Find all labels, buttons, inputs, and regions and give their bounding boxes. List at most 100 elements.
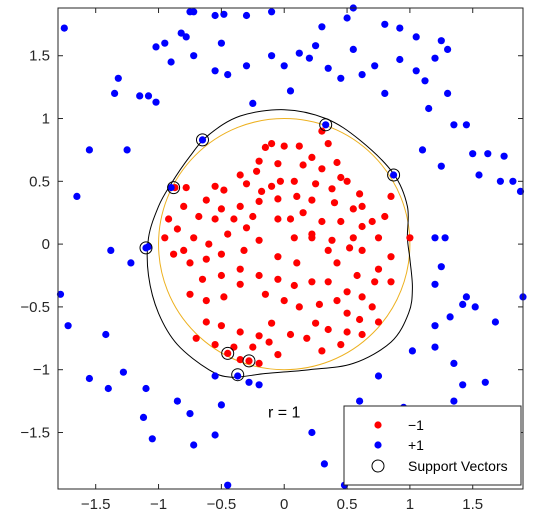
negative-point — [217, 271, 225, 280]
negative-point — [249, 343, 257, 351]
positive-point — [318, 23, 326, 31]
negative-point — [255, 197, 263, 205]
negative-point — [255, 332, 263, 340]
positive-point — [220, 10, 228, 18]
negative-point — [217, 322, 225, 330]
negative-point — [245, 357, 253, 365]
negative-point — [195, 212, 203, 221]
negative-point — [308, 230, 316, 238]
support-vectors-layer — [139, 118, 401, 382]
positive-point — [441, 234, 449, 242]
positive-point — [381, 20, 389, 28]
positive-point — [111, 89, 119, 97]
positive-point — [462, 121, 470, 129]
negative-point — [318, 165, 326, 173]
negative-point — [318, 347, 326, 355]
positive-point — [431, 280, 439, 288]
negative-point — [180, 246, 188, 254]
negative-point — [217, 205, 225, 213]
negative-point — [293, 259, 301, 267]
positive-point — [64, 322, 72, 330]
positive-point — [295, 49, 303, 57]
positive-point — [322, 121, 330, 129]
positive-point — [56, 290, 65, 298]
negative-point — [330, 199, 339, 207]
positive-point — [119, 368, 127, 376]
negative-point — [274, 253, 282, 261]
negative-point — [170, 250, 178, 258]
negative-point — [356, 190, 364, 198]
negative-point — [180, 202, 188, 210]
legend-pos-label: +1 — [408, 437, 424, 453]
positive-point — [190, 441, 198, 449]
y-tick-label: 1 — [42, 111, 50, 128]
negative-point — [276, 177, 284, 185]
ticks-layer: −1.5 −1 −0.5 0 0.5 1 1.5 −1.5 −1 −0.5 0 0.5 1 1.5 — [20, 8, 523, 513]
negative-point — [374, 318, 383, 326]
positive-point — [211, 372, 219, 380]
negative-point — [333, 158, 341, 167]
legend-pos-marker — [374, 441, 382, 449]
negative-point — [211, 215, 219, 223]
positive-point — [358, 71, 366, 79]
negative-point — [182, 184, 190, 192]
x-tick-label: 1 — [406, 496, 414, 513]
x-tick-label: −1 — [150, 496, 167, 513]
negative-point — [308, 278, 316, 286]
negative-point — [286, 330, 295, 339]
positive-point — [73, 192, 81, 200]
y-tick-label: −1.5 — [20, 424, 50, 441]
negative-point — [236, 356, 244, 364]
positive-point — [418, 146, 427, 154]
negative-point — [211, 341, 219, 349]
positive-point — [242, 62, 251, 70]
positive-point — [234, 372, 242, 380]
positive-point — [337, 74, 345, 82]
negative-point — [274, 215, 282, 223]
support-vector-ring — [242, 354, 256, 368]
negative-point — [324, 140, 332, 148]
positive-point — [421, 77, 429, 85]
negative-point — [358, 246, 366, 254]
negative-point — [255, 271, 263, 280]
negative-point — [236, 328, 244, 336]
legend-neg-label: −1 — [408, 417, 424, 433]
negative-point — [295, 303, 303, 311]
negative-point — [274, 275, 282, 283]
support-vector-ring — [139, 241, 153, 255]
positive-point — [104, 384, 112, 393]
positive-point — [60, 24, 68, 32]
positive-point — [211, 67, 219, 75]
support-vector-ring — [231, 368, 245, 382]
positive-point — [431, 234, 439, 242]
negative-point — [242, 224, 251, 232]
positive-point — [431, 322, 439, 330]
positive-point — [268, 52, 276, 60]
positive-point — [356, 397, 364, 405]
negative-point — [343, 309, 351, 317]
positive-point — [484, 150, 492, 158]
support-vector-ring — [196, 133, 209, 147]
positive-point — [381, 89, 389, 97]
positive-point — [136, 92, 144, 100]
negative-point — [290, 234, 298, 242]
negative-point — [274, 351, 282, 359]
negative-point — [173, 225, 181, 233]
negative-point — [190, 234, 198, 242]
support-vector-ring — [167, 181, 181, 195]
negative-point — [255, 157, 263, 165]
negative-point — [324, 278, 332, 286]
positive-point — [305, 54, 313, 62]
positive-point — [444, 45, 452, 54]
negative-point — [249, 212, 257, 221]
negative-point — [240, 246, 248, 254]
negative-point — [280, 297, 288, 305]
positive-point — [343, 14, 351, 22]
positive-point — [412, 33, 420, 41]
positive-point — [396, 55, 404, 64]
negative-point — [258, 187, 266, 195]
positive-point — [177, 29, 185, 37]
positive-point — [186, 410, 194, 418]
positive-point — [408, 347, 416, 355]
positive-point — [224, 71, 232, 79]
